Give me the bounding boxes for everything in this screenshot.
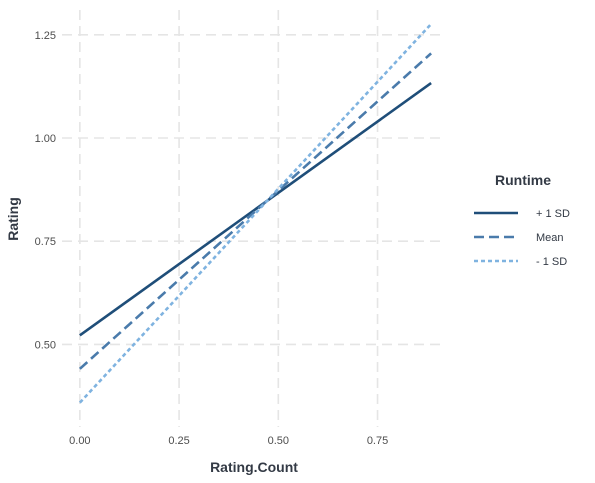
- series-line-1: [78, 52, 432, 370]
- y-axis-title: Rating: [5, 197, 21, 241]
- y-tick-label: 0.75: [35, 236, 56, 248]
- legend-title: Runtime: [495, 172, 551, 188]
- x-tick-label: 0.00: [69, 435, 90, 447]
- series-line-2: [78, 23, 433, 404]
- series-line-0: [79, 82, 432, 337]
- x-tick-label: 0.75: [367, 435, 388, 447]
- x-axis-title: Rating.Count: [210, 459, 298, 475]
- y-tick-label: 1.00: [35, 133, 56, 145]
- grid-lines: [62, 10, 445, 427]
- x-tick-label: 0.25: [168, 435, 189, 447]
- legend-label-0: + 1 SD: [536, 208, 570, 220]
- legend-label-1: Mean: [536, 232, 564, 244]
- series-lines: [78, 23, 433, 404]
- legend-label-2: - 1 SD: [536, 256, 567, 268]
- y-tick-label: 0.50: [35, 339, 56, 351]
- x-tick-label: 0.50: [268, 435, 289, 447]
- x-tick-labels: 0.00 0.25 0.50 0.75: [69, 435, 388, 447]
- y-tick-labels: 0.50 0.75 1.00 1.25: [35, 30, 56, 352]
- legend: Runtime + 1 SD Mean - 1 SD: [474, 172, 570, 268]
- y-tick-label: 1.25: [35, 30, 56, 42]
